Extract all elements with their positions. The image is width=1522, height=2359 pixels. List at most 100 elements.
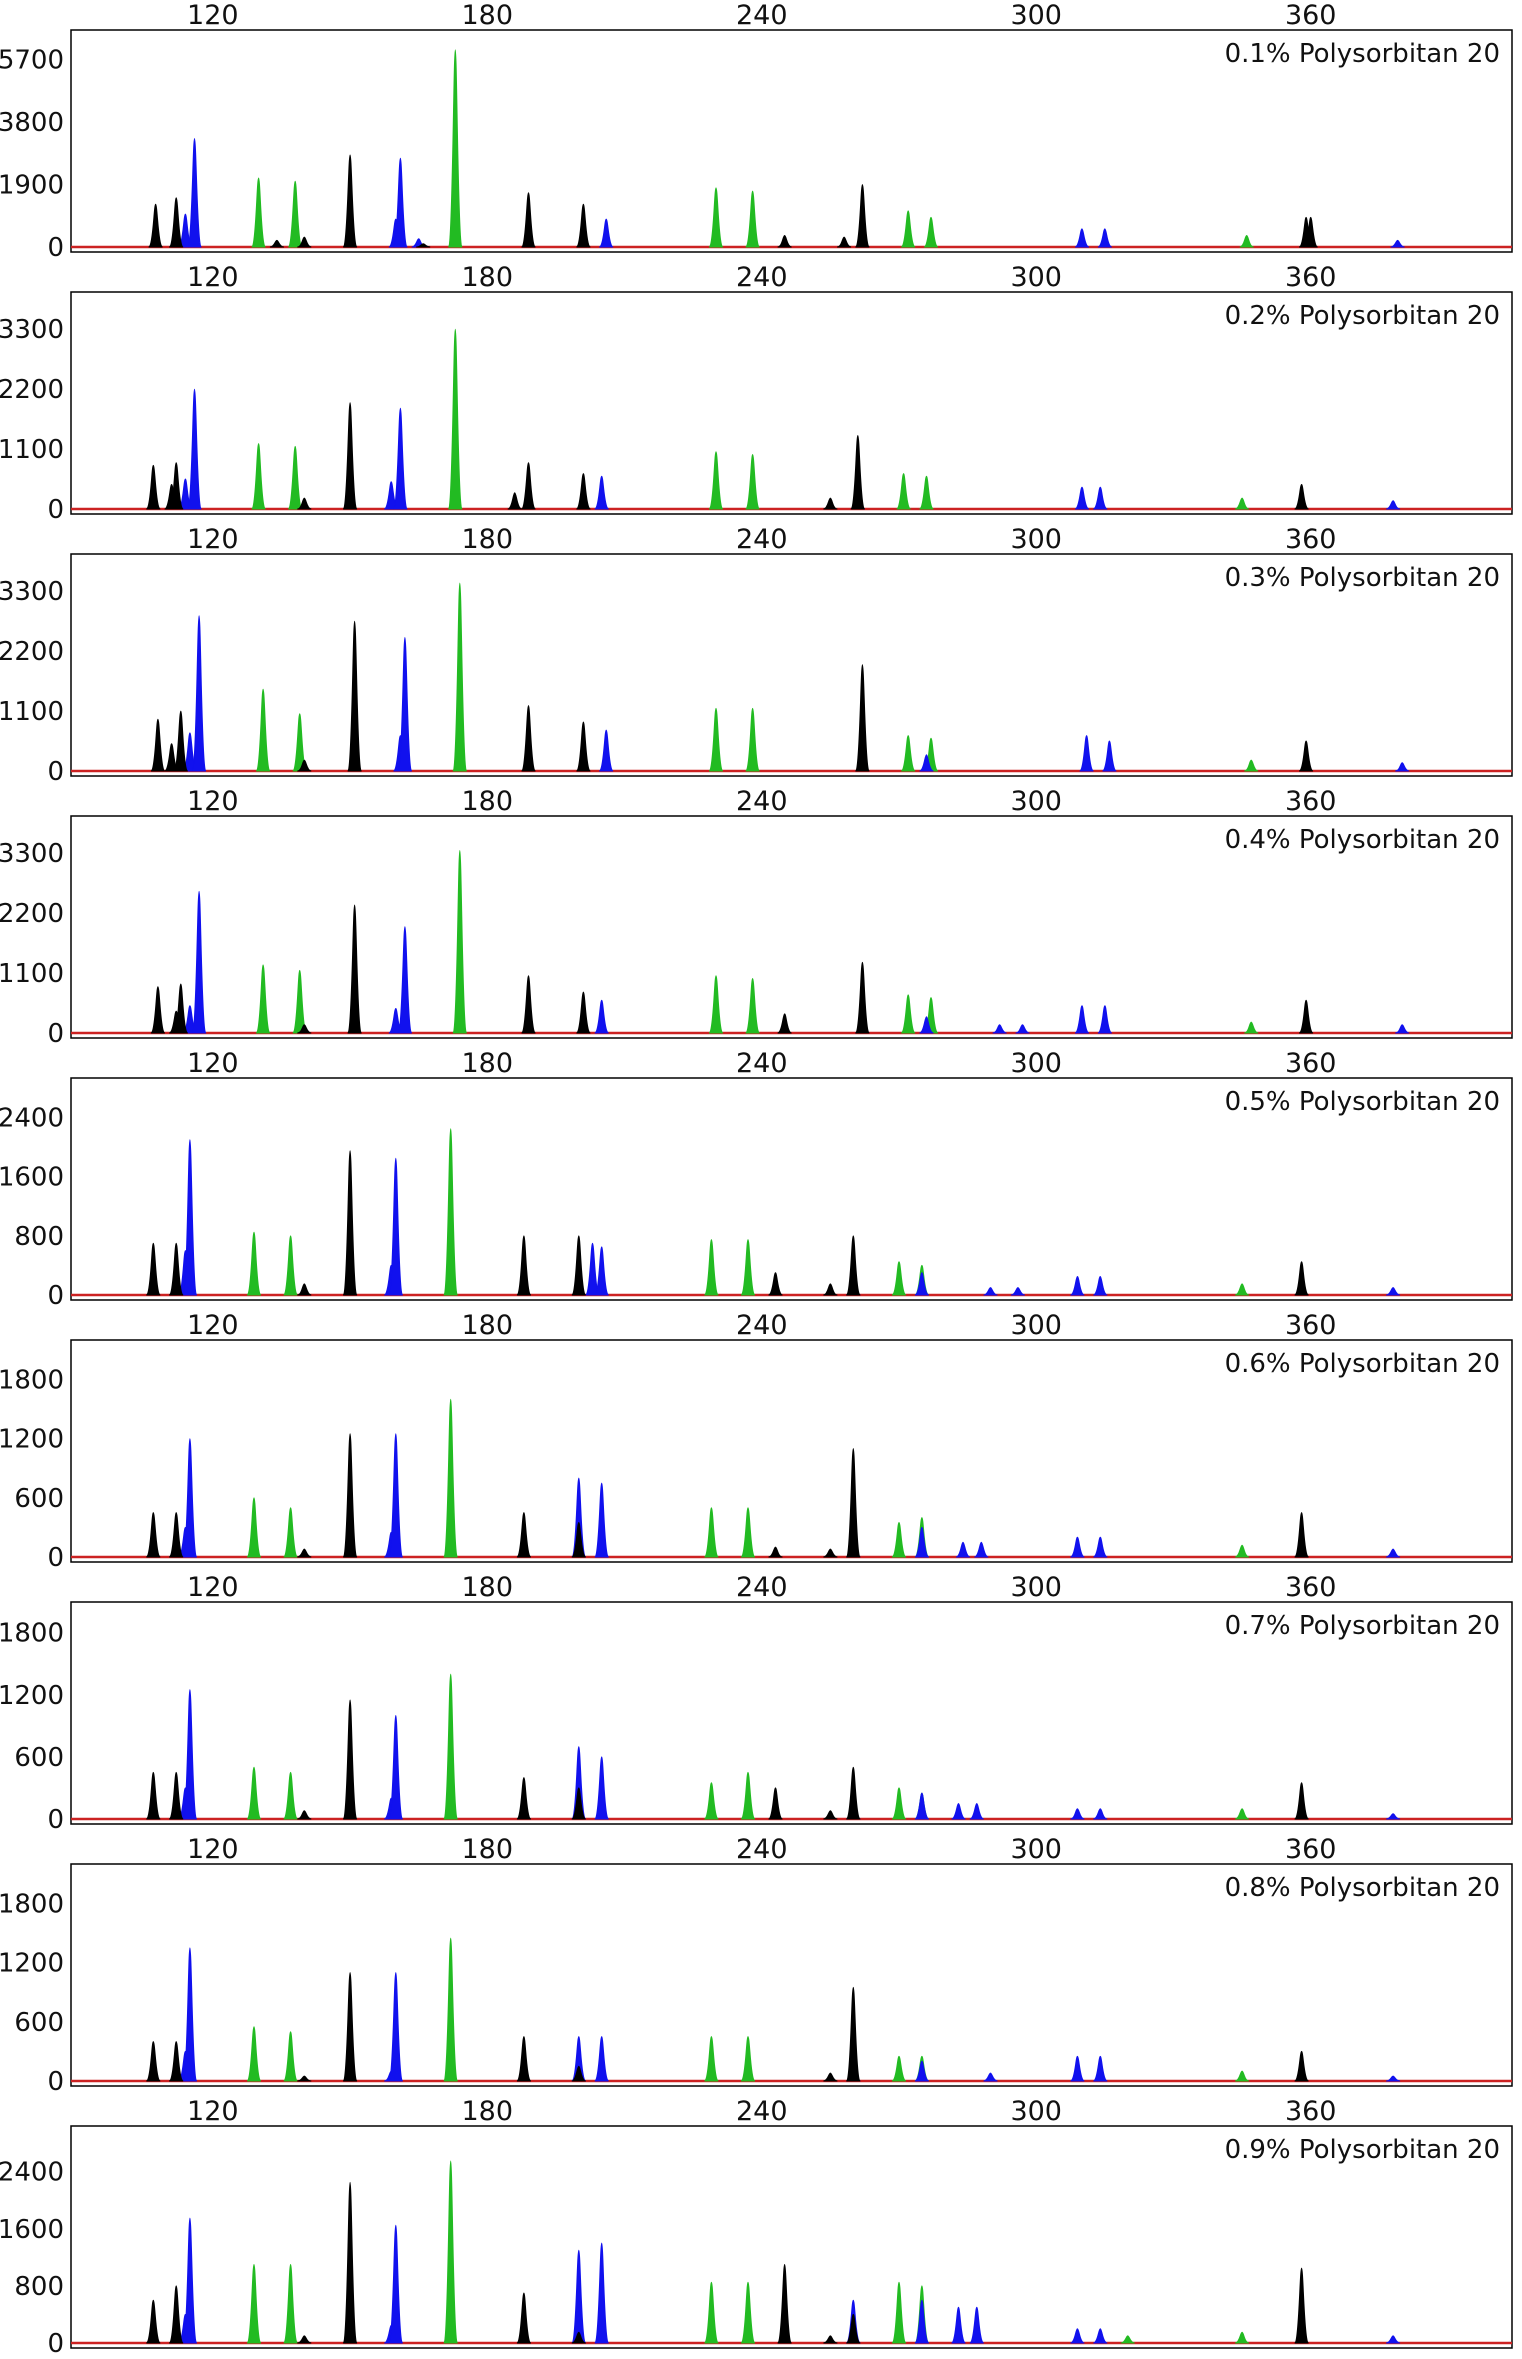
blue-peak bbox=[951, 2306, 966, 2344]
blue-peak bbox=[182, 2217, 198, 2344]
x-tick-label: 180 bbox=[462, 1048, 514, 1079]
blue-peak bbox=[571, 2036, 587, 2082]
green-peak bbox=[1234, 1544, 1250, 1558]
blue-trace bbox=[177, 1433, 1401, 1558]
black-trace bbox=[148, 154, 1319, 248]
green-peak bbox=[1244, 1021, 1259, 1034]
green-peak bbox=[740, 1239, 756, 1296]
y-tick-label: 1100 bbox=[0, 959, 64, 989]
x-tick-label: 120 bbox=[187, 0, 239, 31]
y-tick-label: 0 bbox=[47, 1805, 64, 1834]
plot-frame bbox=[70, 1601, 1513, 1825]
panel-8: 120 180 240 300 360 0 600 1200 1800 0.8% Polysorb… bbox=[0, 1834, 1522, 2096]
green-peak bbox=[246, 1766, 262, 1820]
black-peak bbox=[297, 1548, 312, 1558]
x-tick-label: 300 bbox=[1010, 2096, 1062, 2127]
panel-label: 0.5% Polysorbitan 20 bbox=[1225, 1087, 1500, 1117]
blue-peak bbox=[594, 475, 610, 510]
black-peak bbox=[269, 239, 284, 248]
panel-2: 120 180 240 300 360 0 1100 2200 3300 0.2% Polysor… bbox=[0, 262, 1522, 524]
blue-peak bbox=[1070, 2055, 1085, 2082]
green-peak bbox=[283, 1771, 299, 1820]
black-peak bbox=[1298, 740, 1314, 772]
blue-peak bbox=[594, 1756, 610, 1820]
green-peak bbox=[292, 969, 308, 1034]
y-tick-label: 1100 bbox=[0, 697, 64, 727]
blue-peak bbox=[974, 1541, 989, 1558]
blue-peak bbox=[969, 2306, 985, 2344]
y-tick-label: 3300 bbox=[0, 839, 64, 869]
green-peak bbox=[1234, 2070, 1250, 2082]
x-tick-label: 240 bbox=[736, 1834, 788, 1865]
x-tick-label: 180 bbox=[462, 786, 514, 817]
y-tick-label: 0 bbox=[47, 233, 64, 262]
panel-plot: 120 180 240 300 360 0 600 1200 1800 0.7% Polysorb… bbox=[0, 1572, 1513, 1834]
x-tick-label: 180 bbox=[462, 0, 514, 31]
y-tick-label: 0 bbox=[47, 2067, 64, 2096]
green-trace bbox=[246, 1673, 1250, 1820]
black-peak bbox=[297, 759, 312, 772]
green-peak bbox=[891, 2281, 907, 2344]
y-tick-label: 2200 bbox=[0, 637, 64, 667]
plot-frame bbox=[70, 291, 1513, 515]
black-peak bbox=[168, 2285, 184, 2344]
black-peak bbox=[1294, 2050, 1310, 2082]
blue-peak bbox=[388, 1714, 404, 1820]
x-tick-label: 180 bbox=[462, 1310, 514, 1341]
blue-trace bbox=[177, 1947, 1401, 2082]
black-peak bbox=[297, 2075, 312, 2082]
green-peak bbox=[443, 1128, 459, 1296]
black-trace bbox=[150, 904, 1314, 1034]
black-peak bbox=[297, 1024, 312, 1034]
green-peak bbox=[745, 190, 761, 248]
blue-peak bbox=[388, 2224, 404, 2344]
panel-label: 0.9% Polysorbitan 20 bbox=[1225, 2135, 1500, 2165]
blue-peak bbox=[914, 2299, 930, 2344]
x-tick-label: 240 bbox=[736, 786, 788, 817]
panel-4: 120 180 240 300 360 0 1100 2200 3300 0.4% Polysor… bbox=[0, 786, 1522, 1048]
green-peak bbox=[703, 1782, 719, 1820]
y-tick-label: 3800 bbox=[0, 108, 64, 138]
x-tick-label: 300 bbox=[1010, 786, 1062, 817]
green-peak bbox=[447, 328, 463, 510]
blue-peak bbox=[182, 1139, 198, 1296]
blue-peak bbox=[594, 2242, 610, 2344]
green-peak bbox=[246, 2026, 262, 2082]
green-trace bbox=[255, 849, 1259, 1034]
blue-peak bbox=[1386, 1548, 1401, 1558]
black-peak bbox=[571, 1787, 587, 1820]
x-tick-label: 120 bbox=[187, 1834, 239, 1865]
black-peak bbox=[342, 1150, 358, 1296]
blue-peak bbox=[1101, 740, 1117, 772]
black-peak bbox=[297, 497, 312, 510]
panel-plot: 120 180 240 300 360 0 1100 2200 3300 0.4% Polysor… bbox=[0, 786, 1513, 1048]
black-peak bbox=[768, 1272, 783, 1296]
blue-peak bbox=[914, 2060, 930, 2082]
plot-frame bbox=[70, 815, 1513, 1039]
blue-peak bbox=[598, 218, 614, 248]
black-peak bbox=[571, 1521, 587, 1558]
black-peak bbox=[777, 234, 792, 248]
black-peak bbox=[342, 154, 358, 248]
blue-peak bbox=[1097, 228, 1113, 248]
black-peak bbox=[416, 243, 431, 248]
black-peak bbox=[854, 961, 870, 1034]
y-tick-label: 1200 bbox=[0, 1425, 64, 1455]
green-trace bbox=[251, 49, 1254, 248]
x-tick-label: 240 bbox=[736, 524, 788, 555]
blue-peak bbox=[1074, 1005, 1090, 1034]
black-peak bbox=[768, 1787, 783, 1820]
blue-peak bbox=[1093, 1808, 1108, 1820]
black-peak bbox=[521, 192, 536, 248]
x-tick-label: 360 bbox=[1285, 524, 1337, 555]
x-tick-label: 240 bbox=[736, 1572, 788, 1603]
blue-peak bbox=[1093, 2055, 1108, 2082]
blue-trace bbox=[177, 138, 1405, 248]
x-tick-label: 120 bbox=[187, 524, 239, 555]
black-trace bbox=[145, 1699, 1310, 1820]
blue-peak bbox=[397, 636, 413, 772]
green-peak bbox=[745, 453, 761, 510]
y-tick-label: 1200 bbox=[0, 1681, 64, 1711]
green-peak bbox=[740, 1771, 756, 1820]
plot-frame bbox=[70, 1863, 1513, 2087]
